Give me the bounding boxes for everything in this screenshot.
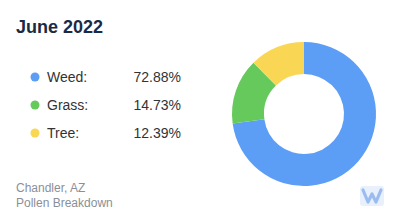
legend-swatch [31,73,40,82]
logo-mark [363,190,381,202]
legend-swatch [31,129,40,138]
legend-value: 14.73% [134,97,181,113]
legend: Weed: 72.88% Grass: 14.73% Tree: 12.39% [31,69,182,141]
annotation: Chandler, AZ [16,181,85,195]
legend-value: 72.88% [134,69,181,85]
legend-value: 12.39% [134,125,181,141]
legend-label: Grass: [47,97,88,113]
logo [360,186,384,206]
donut [232,42,376,186]
legend-label: Tree: [47,125,79,141]
annotation: Pollen Breakdown [16,196,113,210]
logo-bg [360,186,384,206]
legend-swatch [31,101,40,110]
slice [253,42,304,86]
slice [233,42,376,186]
legend-label: Weed: [47,69,87,85]
chart: June 2022 Weed: 72.88% Grass: 14.73% Tree: 12.… [0,0,400,224]
title: June 2022 [16,17,103,37]
